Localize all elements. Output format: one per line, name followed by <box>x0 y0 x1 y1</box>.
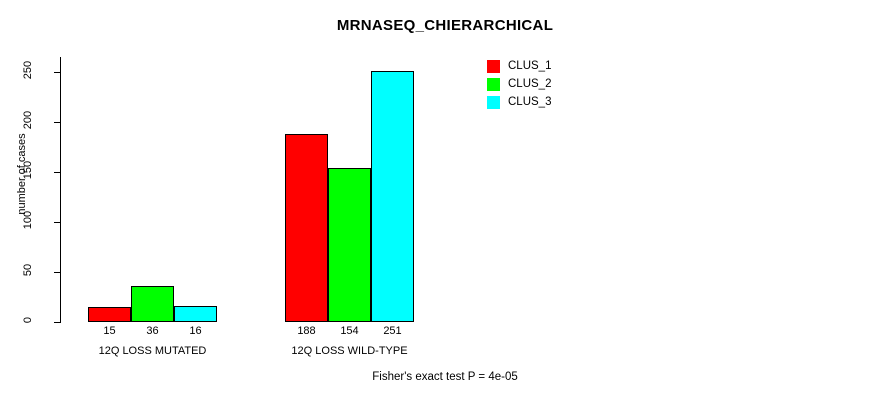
bar-value-label: 15 <box>103 325 116 337</box>
y-tick-mark <box>54 321 60 323</box>
y-tick-label: 150 <box>22 160 34 180</box>
y-tick-mark <box>54 271 60 273</box>
y-tick-label: 50 <box>22 263 34 277</box>
y-axis-line <box>60 57 61 323</box>
legend: CLUS_1 CLUS_2 CLUS_3 <box>487 58 551 112</box>
legend-item[interactable]: CLUS_3 <box>487 94 551 110</box>
legend-color-swatch-icon <box>487 59 500 73</box>
bar-value-label: 36 <box>146 325 159 337</box>
bar-clus_3[interactable] <box>371 71 414 322</box>
page-title: MRNASEQ_CHIERARCHICAL <box>336 17 554 34</box>
bar-clus_2[interactable] <box>131 286 174 322</box>
bar-value-label: 154 <box>340 325 359 337</box>
legend-item[interactable]: CLUS_2 <box>487 76 551 92</box>
bar-value-label: 16 <box>189 325 202 337</box>
y-tick-mark <box>54 171 60 173</box>
legend-item-label: CLUS_1 <box>508 60 552 72</box>
group-axis-label: 12Q LOSS MUTATED <box>98 345 207 357</box>
legend-color-swatch-icon <box>487 95 500 109</box>
bar-value-label: 251 <box>383 325 402 337</box>
legend-item[interactable]: CLUS_1 <box>487 58 551 74</box>
bar-clus_2[interactable] <box>328 168 371 322</box>
y-tick-mark <box>54 121 60 123</box>
y-tick-label: 100 <box>22 210 34 230</box>
legend-item-label: CLUS_3 <box>508 96 552 108</box>
bar-clus_1[interactable] <box>285 134 328 322</box>
y-tick-label: 200 <box>22 110 34 130</box>
y-tick-mark <box>54 221 60 223</box>
plot-area: 15 36 16 12Q LOSS MUTATED 188 154 251 12Q LOSS … <box>60 57 460 357</box>
y-tick-label: 250 <box>22 60 34 80</box>
bar-clus_1[interactable] <box>88 307 131 322</box>
bar-group: 15 36 16 12Q LOSS MUTATED <box>88 57 217 357</box>
bar-value-label: 188 <box>297 325 316 337</box>
bar-clus_3[interactable] <box>174 306 217 322</box>
statistical-test-annotation: Fisher's exact test P = 4e-05 <box>372 371 518 383</box>
y-tick-label: 0 <box>22 316 34 324</box>
y-tick-mark <box>54 71 60 73</box>
legend-item-label: CLUS_2 <box>508 78 552 90</box>
group-axis-label: 12Q LOSS WILD-TYPE <box>291 345 408 357</box>
legend-color-swatch-icon <box>487 77 500 91</box>
bar-group: 188 154 251 12Q LOSS WILD-TYPE <box>285 57 414 357</box>
